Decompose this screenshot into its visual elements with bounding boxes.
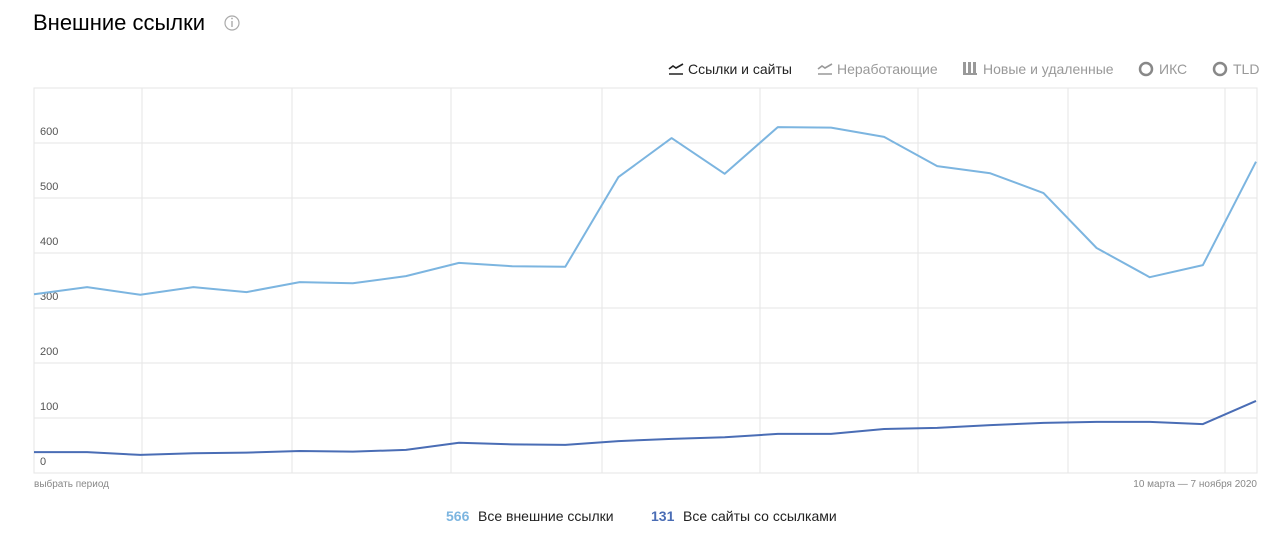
date-range: 10 марта — 7 ноября 2020 [1133, 478, 1257, 490]
line-series [34, 399, 1257, 456]
tab[interactable]: Неработающие [837, 61, 938, 77]
y-tick-label: 100 [40, 401, 58, 413]
y-tick-label: 300 [40, 291, 58, 303]
line-series [33, 126, 1257, 296]
tab[interactable]: Ссылки и сайты [688, 61, 792, 77]
info-icon[interactable] [224, 15, 240, 31]
legend-value: 566 [446, 508, 470, 524]
tab[interactable]: Новые и удаленные [983, 61, 1114, 77]
y-tick-label: 400 [40, 236, 58, 248]
legend-label[interactable]: Все внешние ссылки [478, 508, 614, 524]
period-link[interactable]: выбрать период [34, 478, 109, 490]
y-tick-label: 500 [40, 181, 58, 193]
tab[interactable]: TLD [1233, 61, 1259, 77]
y-tick-label: 0 [40, 456, 46, 468]
y-tick-label: 200 [40, 346, 58, 358]
legend-value: 131 [651, 508, 675, 524]
tab[interactable]: ИКС [1159, 61, 1187, 77]
legend-label[interactable]: Все сайты со ссылками [683, 508, 837, 524]
plot-frame [33, 87, 1258, 474]
tab-icons [668, 61, 1228, 77]
title: Внешние ссылки [33, 10, 205, 35]
y-tick-label: 600 [40, 126, 58, 138]
